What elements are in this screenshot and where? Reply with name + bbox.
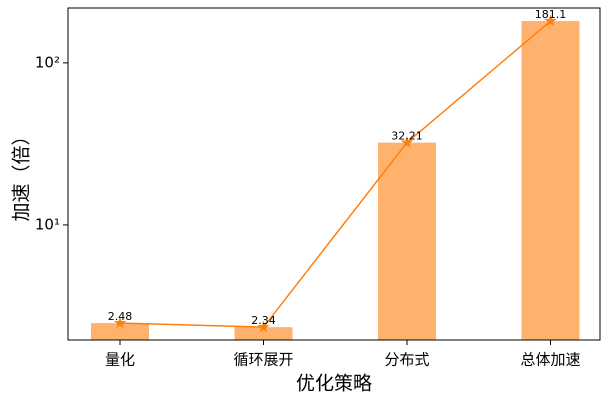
bar <box>234 327 293 340</box>
line <box>119 20 551 328</box>
x-axis-title: 优化策略 <box>296 373 372 395</box>
x-tick-label: 循环展开 <box>233 351 293 369</box>
value-label: 2.48 <box>108 310 133 323</box>
value-label: 32.21 <box>391 130 423 143</box>
x-tick-label: 量化 <box>105 351 135 369</box>
x-tick-label: 总体加速 <box>520 351 580 369</box>
marker <box>400 136 414 148</box>
plot-frame <box>67 7 601 341</box>
bar <box>521 21 580 340</box>
y-tick-label: 10² <box>35 53 60 71</box>
value-label: 2.34 <box>251 314 276 327</box>
marker <box>113 316 127 329</box>
marker <box>544 14 557 27</box>
marker <box>257 320 270 333</box>
y-axis-title: 加速（倍） <box>11 126 33 221</box>
bar <box>378 142 436 340</box>
x-tick-label: 分布式 <box>384 351 429 369</box>
value-label: 181.1 <box>535 8 567 21</box>
y-tick-label: 10¹ <box>35 215 60 233</box>
bar <box>91 323 149 340</box>
